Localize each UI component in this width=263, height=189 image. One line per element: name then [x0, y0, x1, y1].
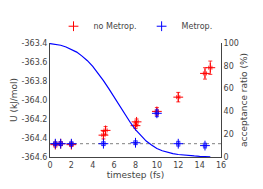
svg-text:-364.2: -364.2 — [22, 115, 48, 124]
svg-text:20: 20 — [224, 130, 234, 139]
svg-text:-364.0: -364.0 — [22, 96, 48, 105]
svg-text:80: 80 — [224, 62, 234, 71]
svg-text:-363.4: -363.4 — [22, 39, 48, 48]
svg-text:timestep (fs): timestep (fs) — [107, 170, 165, 180]
svg-text:10: 10 — [152, 161, 162, 170]
svg-text:acceptance ratio (%): acceptance ratio (%) — [239, 53, 249, 147]
svg-text:0: 0 — [47, 161, 52, 170]
svg-text:14: 14 — [195, 161, 205, 170]
svg-text:4: 4 — [90, 161, 95, 170]
svg-text:8: 8 — [133, 161, 138, 170]
svg-text:100: 100 — [224, 39, 239, 48]
svg-text:-364.6: -364.6 — [22, 153, 48, 162]
svg-text:-364.4: -364.4 — [22, 134, 48, 143]
svg-text:6: 6 — [112, 161, 117, 170]
svg-text:0: 0 — [224, 153, 229, 162]
svg-text:40: 40 — [224, 107, 234, 116]
svg-text:no Metrop.: no Metrop. — [94, 22, 137, 31]
svg-text:12: 12 — [173, 161, 183, 170]
svg-text:60: 60 — [224, 84, 234, 93]
svg-text:2: 2 — [69, 161, 74, 170]
svg-text:-363.8: -363.8 — [22, 77, 48, 86]
svg-text:Metrop.: Metrop. — [182, 22, 213, 31]
svg-text:16: 16 — [216, 161, 226, 170]
svg-text:U (kJ/mol): U (kJ/mol) — [9, 78, 19, 122]
svg-text:-363.6: -363.6 — [22, 58, 48, 67]
